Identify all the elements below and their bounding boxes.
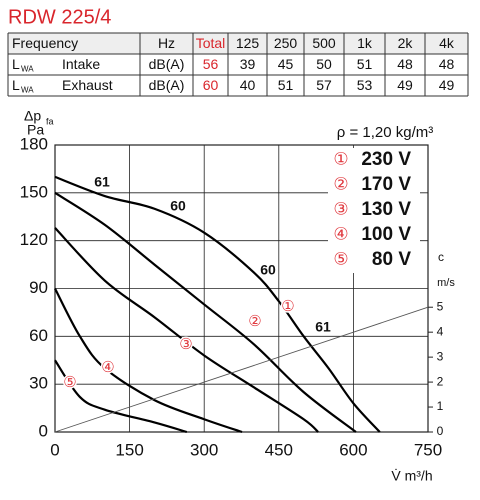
fan-curve bbox=[54, 227, 319, 433]
y-tick-label: 150 bbox=[20, 182, 48, 201]
curve-annotation: 61 bbox=[94, 174, 110, 190]
table-cell: 51 bbox=[357, 56, 373, 72]
legend-marker: ② bbox=[333, 174, 348, 193]
legend-label: 100 V bbox=[361, 224, 411, 245]
x-tick-label: 0 bbox=[50, 440, 59, 459]
x-tick-label: 750 bbox=[414, 440, 442, 459]
row-label: Intake bbox=[62, 56, 100, 72]
y2-tick-label: 3 bbox=[437, 349, 444, 363]
density-label: ρ = 1,20 kg/m³ bbox=[337, 124, 434, 141]
fan-curve bbox=[54, 359, 188, 434]
curve-marker: ① bbox=[281, 298, 294, 315]
curve-annotation: 60 bbox=[260, 262, 276, 278]
x-tick-label: 150 bbox=[115, 440, 143, 459]
page-title: RDW 225/4 bbox=[8, 6, 111, 28]
y-tick-label: 120 bbox=[20, 230, 48, 249]
table-cell: 57 bbox=[316, 77, 332, 93]
table-cell: 45 bbox=[278, 56, 294, 72]
fan-curve bbox=[54, 287, 243, 434]
y2-label: c bbox=[438, 250, 444, 264]
fan-curve bbox=[54, 175, 381, 433]
table-header: Hz bbox=[158, 35, 175, 51]
legend-bg bbox=[328, 148, 420, 273]
y2-tick-label: 5 bbox=[437, 299, 444, 313]
table-header: 4k bbox=[439, 35, 455, 51]
legend-marker: ⑤ bbox=[333, 249, 348, 268]
y-label: Δp bbox=[24, 108, 41, 124]
table-header: 125 bbox=[236, 35, 260, 51]
y-tick-label: 90 bbox=[29, 278, 48, 297]
row-unit: dB(A) bbox=[149, 56, 185, 72]
legend-label: 230 V bbox=[361, 149, 411, 170]
table-cell: 49 bbox=[397, 77, 413, 93]
y2-tick-label: 2 bbox=[437, 374, 444, 388]
legend-marker: ① bbox=[333, 149, 348, 168]
curve-marker: ③ bbox=[179, 336, 192, 353]
y2-tick-label: 4 bbox=[437, 324, 444, 338]
table-header: 500 bbox=[312, 35, 336, 51]
x-tick-label: 450 bbox=[265, 440, 293, 459]
fan-curve bbox=[54, 191, 357, 433]
legend-label: 80 V bbox=[372, 249, 411, 270]
table-header: Frequency bbox=[12, 35, 78, 51]
x-tick-label: 600 bbox=[339, 440, 367, 459]
row-symbol: L bbox=[12, 77, 20, 93]
y2-tick-label: 1 bbox=[437, 399, 444, 413]
table-cell: 39 bbox=[240, 56, 256, 72]
row-subscript: WA bbox=[21, 86, 34, 95]
y-unit: Pa bbox=[27, 122, 44, 138]
legend-marker: ③ bbox=[333, 199, 348, 218]
y-label-sub: fa bbox=[46, 116, 54, 126]
row-symbol: L bbox=[12, 56, 20, 72]
row-subscript: WA bbox=[21, 65, 34, 74]
table-cell: 40 bbox=[240, 77, 256, 93]
x-label: V̇ m³/h bbox=[391, 468, 432, 484]
table-cell: 50 bbox=[316, 56, 332, 72]
table-cell: 51 bbox=[278, 77, 294, 93]
table-cell: 49 bbox=[439, 77, 455, 93]
table-header: 250 bbox=[274, 35, 298, 51]
curve-annotation: 61 bbox=[315, 319, 331, 335]
curve-marker: ② bbox=[248, 313, 261, 330]
y2-unit: m/s bbox=[437, 277, 455, 289]
y-tick-label: 60 bbox=[29, 326, 48, 345]
legend-label: 130 V bbox=[361, 199, 411, 220]
table-cell: 48 bbox=[397, 56, 413, 72]
table-cell: 60 bbox=[203, 77, 219, 93]
y-tick-label: 30 bbox=[29, 374, 48, 393]
table-cell: 48 bbox=[439, 56, 455, 72]
table-header: 1k bbox=[357, 35, 373, 51]
row-unit: dB(A) bbox=[149, 77, 185, 93]
curve-marker: ⑤ bbox=[63, 374, 76, 391]
y2-tick-label: 0 bbox=[437, 424, 444, 438]
y-tick-label: 180 bbox=[20, 134, 48, 153]
x-tick-label: 300 bbox=[190, 440, 218, 459]
table-header: 2k bbox=[398, 35, 414, 51]
table-header: Total bbox=[196, 35, 226, 51]
y-tick-label: 0 bbox=[39, 421, 48, 440]
velocity-line bbox=[54, 306, 429, 433]
table-cell: 53 bbox=[357, 77, 373, 93]
curve-marker: ④ bbox=[101, 359, 114, 376]
legend-marker: ④ bbox=[333, 224, 348, 243]
table-header-bg bbox=[8, 33, 468, 54]
table-cell: 56 bbox=[203, 56, 219, 72]
legend-label: 170 V bbox=[361, 174, 411, 195]
row-label: Exhaust bbox=[62, 77, 113, 93]
curve-annotation: 60 bbox=[170, 198, 186, 214]
